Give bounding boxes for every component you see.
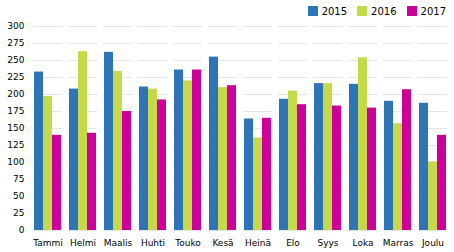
svg-text:Tammi: Tammi (32, 238, 63, 248)
svg-text:175: 175 (7, 106, 24, 116)
svg-text:225: 225 (7, 72, 24, 82)
svg-text:75: 75 (13, 174, 24, 184)
svg-text:Helmi: Helmi (70, 238, 96, 248)
svg-text:200: 200 (7, 89, 24, 99)
svg-text:Heinä: Heinä (245, 238, 271, 248)
svg-text:Kesä: Kesä (212, 238, 233, 248)
html-text:2015: 2015 (321, 5, 348, 17)
svg-text:250: 250 (7, 55, 24, 65)
svg-text:25: 25 (13, 208, 24, 218)
svg-text:Elo: Elo (286, 238, 300, 248)
svg-text:125: 125 (7, 140, 24, 150)
svg-text:Loka: Loka (353, 238, 374, 248)
svg-text:150: 150 (7, 123, 24, 133)
svg-text:0: 0 (19, 225, 25, 235)
svg-text:Syys: Syys (317, 238, 338, 248)
svg-text:Marras: Marras (383, 238, 414, 248)
svg-text:Huhti: Huhti (141, 238, 165, 248)
svg-text:Joulu: Joulu (421, 238, 444, 248)
svg-text:Touko: Touko (174, 238, 201, 248)
html-text:2016: 2016 (371, 5, 397, 17)
svg-text:275: 275 (7, 38, 24, 48)
html-text:2017: 2017 (420, 5, 446, 17)
svg-text:100: 100 (7, 157, 24, 167)
svg-text:300: 300 (7, 21, 24, 31)
svg-text:Maalis: Maalis (104, 238, 133, 248)
svg-text:50: 50 (13, 191, 25, 201)
